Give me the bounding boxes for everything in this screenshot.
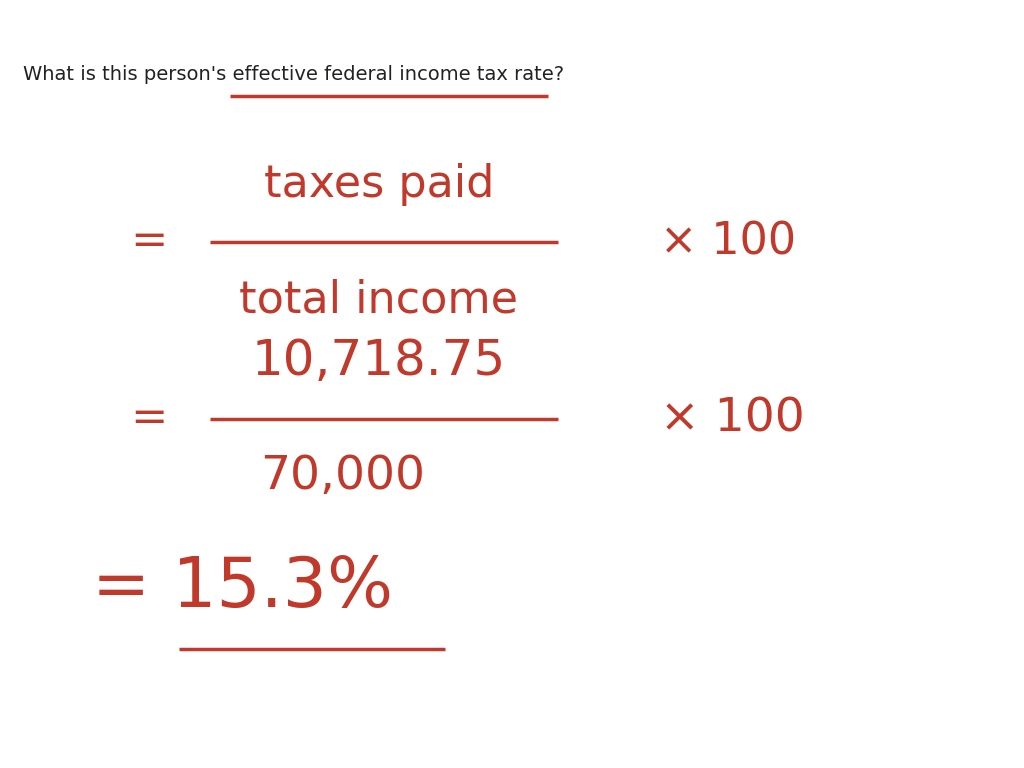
Text: = 15.3%: = 15.3% (92, 554, 393, 621)
Text: × 100: × 100 (660, 396, 805, 441)
Text: 10,718.75: 10,718.75 (252, 337, 506, 385)
Text: total income: total income (240, 278, 518, 321)
Text: × 100: × 100 (660, 220, 797, 263)
Text: taxes paid: taxes paid (264, 163, 494, 206)
Text: =: = (130, 397, 167, 440)
Text: 70,000: 70,000 (260, 454, 426, 498)
Text: =: = (130, 220, 167, 263)
Text: What is this person's effective federal income tax rate?: What is this person's effective federal … (23, 65, 563, 84)
